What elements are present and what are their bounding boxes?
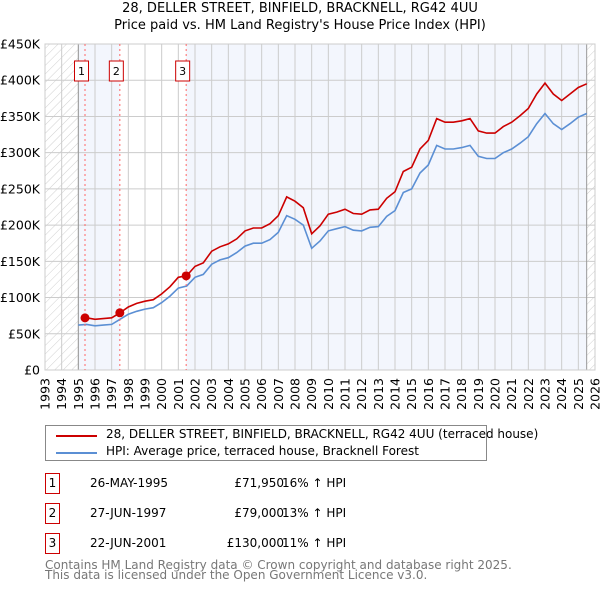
- x-tick-label: 1995: [71, 378, 86, 410]
- sale-marker-box: [74, 60, 89, 82]
- y-tick-label: £100K: [0, 290, 41, 305]
- transaction-hpi: 16% ↑ HPI: [282, 476, 347, 490]
- x-tick-label: 1997: [104, 378, 119, 410]
- transaction-row: 2 27-JUN-1997 £79,000 13% ↑ HPI: [45, 503, 445, 524]
- x-tick-label: 2019: [471, 378, 486, 410]
- x-tick-label: 2020: [488, 378, 503, 410]
- sale-point: [80, 313, 90, 323]
- plot-border: [44, 43, 596, 371]
- x-tick-label: 2023: [538, 378, 553, 410]
- hpi-line: [78, 112, 588, 327]
- transaction-date: 26-MAY-1995: [90, 476, 169, 490]
- transaction-hpi: 13% ↑ HPI: [282, 506, 347, 520]
- legend-hpi: HPI: Average price, terraced house, Brac…: [106, 444, 419, 458]
- x-tick-label: 2000: [154, 378, 169, 410]
- x-tick-label: 2007: [271, 378, 286, 410]
- x-tick-label: 2026: [588, 378, 600, 410]
- chart-subtitle: Price paid vs. HM Land Registry's House …: [114, 18, 486, 33]
- y-tick-label: £50K: [8, 326, 41, 341]
- x-tick-label: 1999: [138, 378, 153, 410]
- transaction-hpi: 11% ↑ HPI: [282, 536, 347, 550]
- x-tick-label: 2004: [221, 378, 236, 410]
- y-tick-label: £150K: [0, 254, 41, 269]
- x-tick-label: 2022: [521, 378, 536, 410]
- x-tick-label: 2017: [438, 378, 453, 410]
- sale-marker-box: [108, 60, 124, 82]
- x-tick-label: 2008: [288, 378, 303, 410]
- transaction-price: £130,000: [226, 536, 284, 550]
- footer-line1: Contains HM Land Registry data © Crown c…: [45, 558, 512, 572]
- x-tick-label: 1994: [54, 378, 69, 410]
- transaction-row: 3 22-JUN-2001 £130,000 11% ↑ HPI: [45, 533, 445, 554]
- sale-point: [115, 308, 125, 318]
- transaction-number: 3: [45, 533, 60, 554]
- footer: Contains HM Land Registry data © Crown c…: [45, 558, 512, 582]
- legend-property: 28, DELLER STREET, BINFIELD, BRACKNELL, …: [106, 427, 539, 441]
- x-tick-label: 1993: [38, 378, 53, 410]
- x-tick-label: 2013: [371, 378, 386, 410]
- transaction-price: £71,950: [234, 476, 284, 490]
- y-tick-label: £0: [24, 363, 40, 378]
- x-tick-label: 2002: [188, 378, 203, 410]
- chart-title: 28, DELLER STREET, BINFIELD, BRACKNELL, …: [122, 1, 478, 16]
- sale-marker-box: [175, 60, 191, 82]
- x-tick-label: 1998: [121, 378, 136, 410]
- legend: 28, DELLER STREET, BINFIELD, BRACKNELL, …: [45, 425, 538, 461]
- transaction-date: 27-JUN-1997: [90, 506, 167, 520]
- x-tick-label: 2025: [571, 378, 586, 410]
- transaction-number: 1: [45, 473, 60, 494]
- y-tick-label: £350K: [0, 109, 41, 124]
- price-chart: 28, DELLER STREET, BINFIELD, BRACKNELL, …: [0, 1, 600, 410]
- x-tick-label: 1996: [88, 378, 103, 410]
- sale-marker-label: 3: [179, 65, 186, 78]
- x-tick-label: 2005: [238, 378, 253, 410]
- x-tick-label: 2006: [254, 378, 269, 410]
- x-tick-label: 2009: [304, 378, 319, 410]
- x-tick-label: 2011: [338, 378, 353, 410]
- x-tick-label: 2021: [504, 378, 519, 410]
- x-tick-label: 2016: [421, 378, 436, 410]
- x-tick-label: 2014: [388, 378, 403, 410]
- transaction-date: 22-JUN-2001: [90, 536, 167, 550]
- transaction-row: 1 26-MAY-1995 £71,950 16% ↑ HPI: [45, 473, 445, 494]
- y-tick-label: £300K: [0, 145, 41, 160]
- x-tick-label: 2024: [554, 378, 569, 410]
- x-tick-label: 2018: [454, 378, 469, 410]
- x-tick-label: 2010: [321, 378, 336, 410]
- x-tick-label: 2012: [354, 378, 369, 410]
- y-tick-label: £450K: [0, 37, 41, 52]
- legend-red-line: [56, 435, 97, 437]
- footer-line2: This data is licensed under the Open Gov…: [45, 568, 428, 582]
- transaction-number: 2: [45, 503, 60, 524]
- sale-marker-label: 2: [113, 65, 120, 78]
- x-tick-label: 2001: [171, 378, 186, 410]
- y-tick-label: £250K: [0, 181, 41, 196]
- hatched-no-data-right: [586, 44, 595, 370]
- sale-marker-label: 1: [78, 65, 85, 78]
- y-tick-label: £400K: [0, 73, 41, 88]
- shaded-band: [186, 44, 587, 370]
- x-tick-label: 2015: [404, 378, 419, 410]
- y-tick-label: £200K: [0, 218, 41, 233]
- property-price-line: [84, 81, 588, 321]
- x-tick-label: 2003: [204, 378, 219, 410]
- sale-point: [181, 271, 191, 281]
- transaction-price: £79,000: [234, 506, 284, 520]
- legend-blue-line: [56, 452, 97, 454]
